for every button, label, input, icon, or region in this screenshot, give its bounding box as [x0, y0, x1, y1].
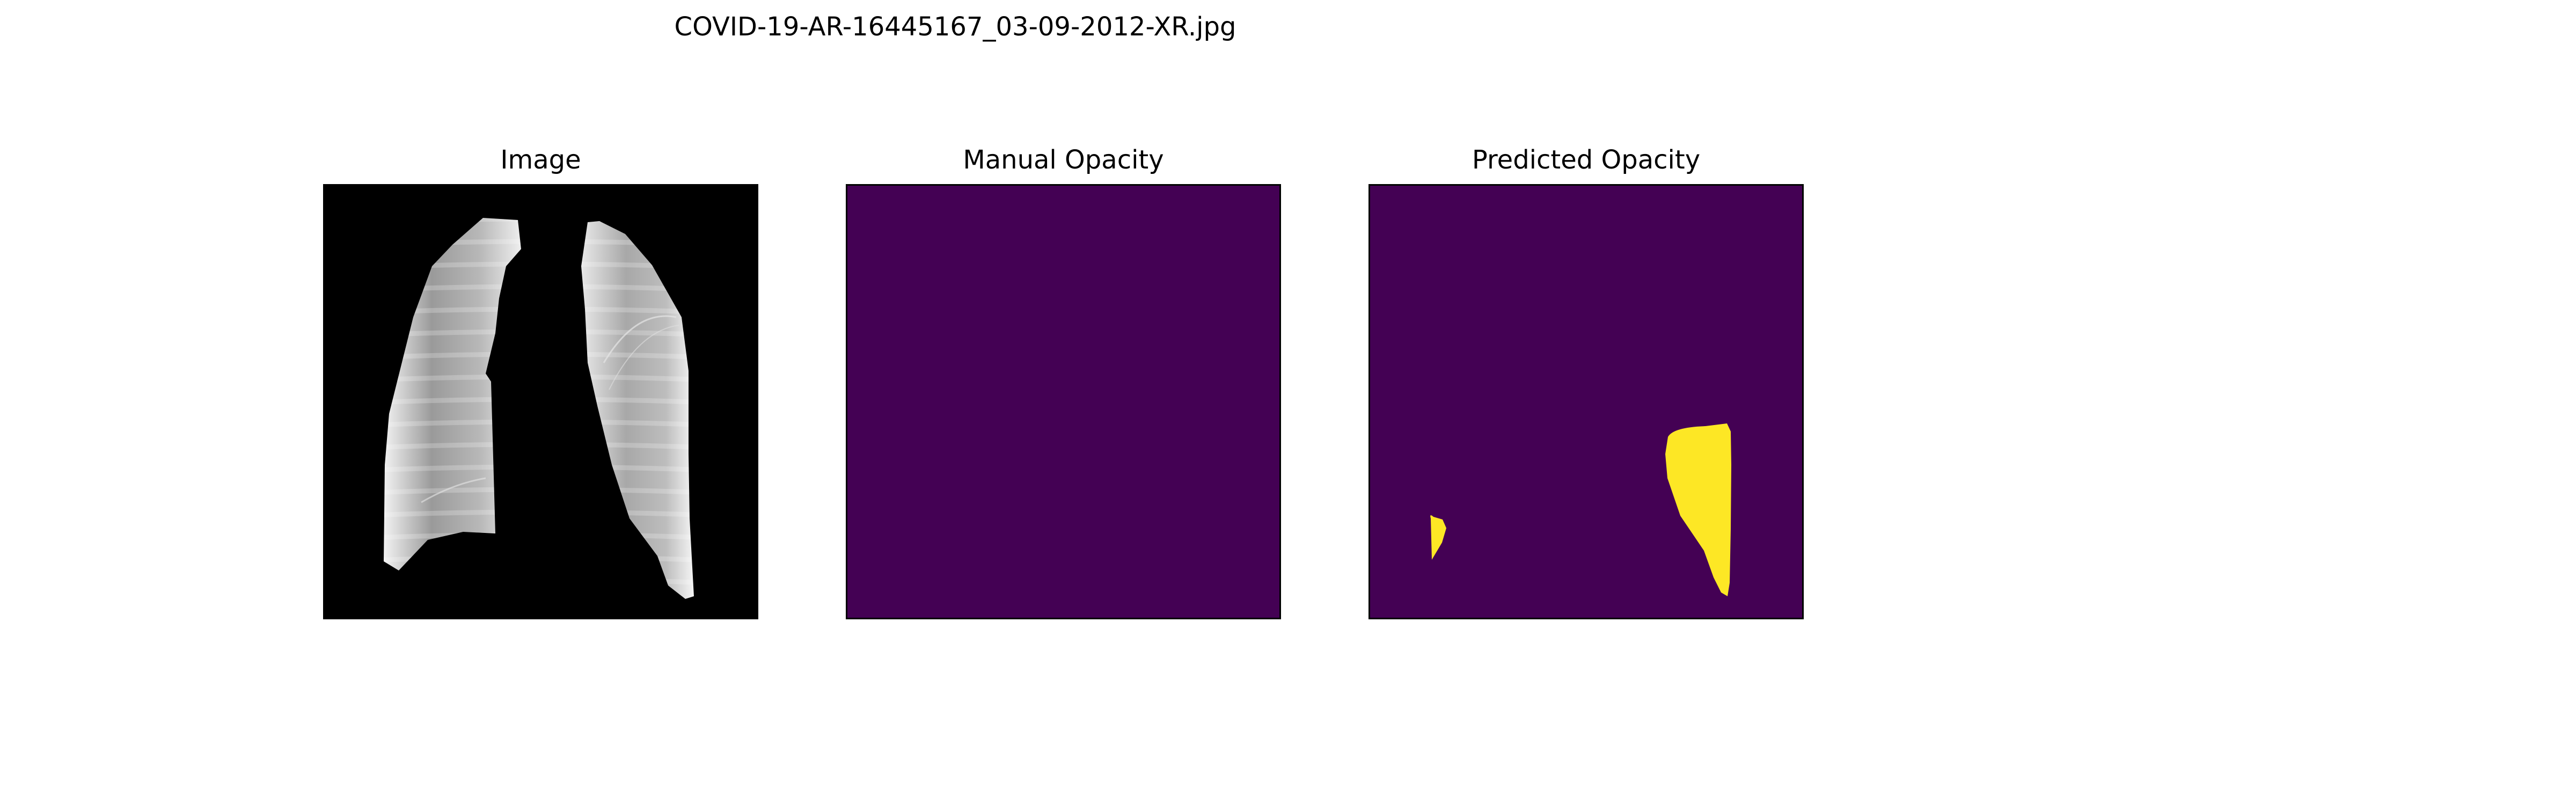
manual-opacity-panel [846, 184, 1281, 619]
xray-image-panel [323, 184, 758, 619]
image-panel-title: Image [500, 145, 581, 175]
manual-opacity-mask [847, 186, 1279, 618]
predicted-opacity-panel-title: Predicted Opacity [1472, 145, 1701, 175]
predicted-opacity-mask [1370, 186, 1802, 618]
opacity-region-left [1430, 515, 1446, 560]
opacity-region-right [1665, 423, 1731, 596]
manual-opacity-panel-title: Manual Opacity [963, 145, 1164, 175]
predicted-opacity-panel [1368, 184, 1804, 619]
xray-lung-image [325, 186, 757, 618]
mask-background [847, 186, 1279, 618]
figure-title: COVID-19-AR-16445167_03-09-2012-XR.jpg [674, 12, 1236, 42]
